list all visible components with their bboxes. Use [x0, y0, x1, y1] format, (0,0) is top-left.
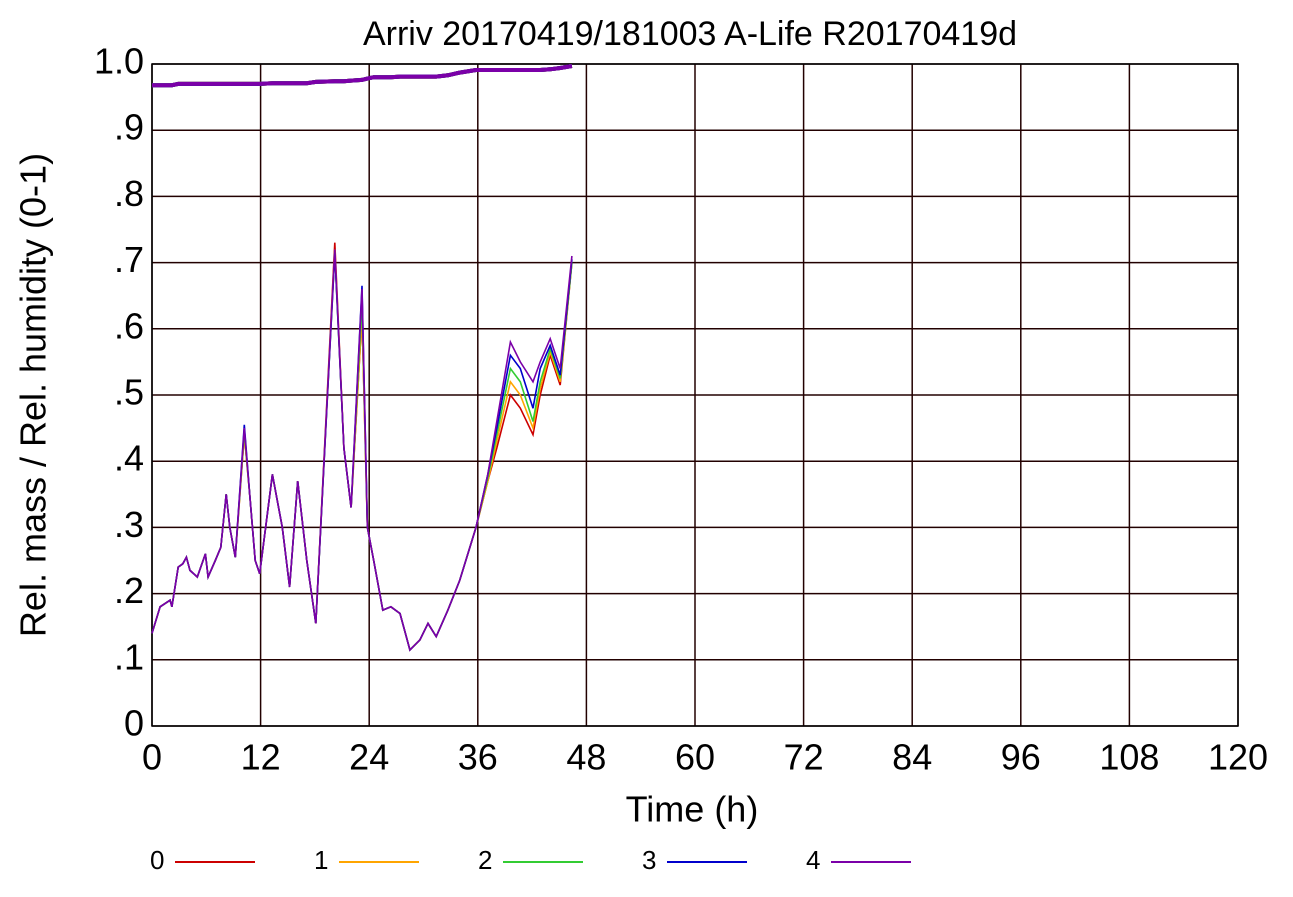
y-tick-label: .8 — [114, 173, 144, 214]
x-tick-label: 36 — [458, 737, 498, 778]
x-tick-label: 24 — [349, 737, 389, 778]
x-tick-label: 72 — [784, 737, 824, 778]
x-tick-label: 120 — [1208, 737, 1268, 778]
plot-frame — [151, 63, 1239, 727]
x-tick-label: 84 — [892, 737, 932, 778]
y-tick-label: 1.0 — [94, 41, 144, 82]
legend-label: 1 — [314, 845, 328, 875]
chart-title: Arriv 20170419/181003 A-Life R20170419d — [363, 15, 1017, 53]
x-tick-label: 0 — [142, 737, 162, 778]
y-tick-label: .3 — [114, 504, 144, 545]
y-tick-label: .9 — [114, 107, 144, 148]
humidity-line — [151, 249, 573, 652]
legend-label: 3 — [642, 845, 656, 875]
legend-label: 4 — [806, 845, 820, 875]
y-tick-label: 0 — [124, 703, 144, 744]
x-tick-label: 60 — [675, 737, 715, 778]
x-axis-label: Time (h) — [626, 789, 759, 830]
x-tick-label: 48 — [566, 737, 606, 778]
legend-label: 0 — [150, 845, 164, 875]
legend-label: 2 — [478, 845, 492, 875]
y-tick-label: .1 — [114, 636, 144, 677]
y-tick-label: .7 — [114, 239, 144, 280]
y-tick-label: .4 — [114, 438, 144, 479]
y-tick-label: .6 — [114, 305, 144, 346]
x-tick-label: 96 — [1001, 737, 1041, 778]
y-tick-label: .2 — [114, 570, 144, 611]
mass-line — [152, 64, 573, 88]
x-tick-label: 12 — [241, 737, 281, 778]
y-axis-label: Rel. mass / Rel. humidity (0-1) — [13, 153, 54, 637]
x-tick-label: 108 — [1099, 737, 1159, 778]
y-tick-label: .5 — [114, 372, 144, 413]
